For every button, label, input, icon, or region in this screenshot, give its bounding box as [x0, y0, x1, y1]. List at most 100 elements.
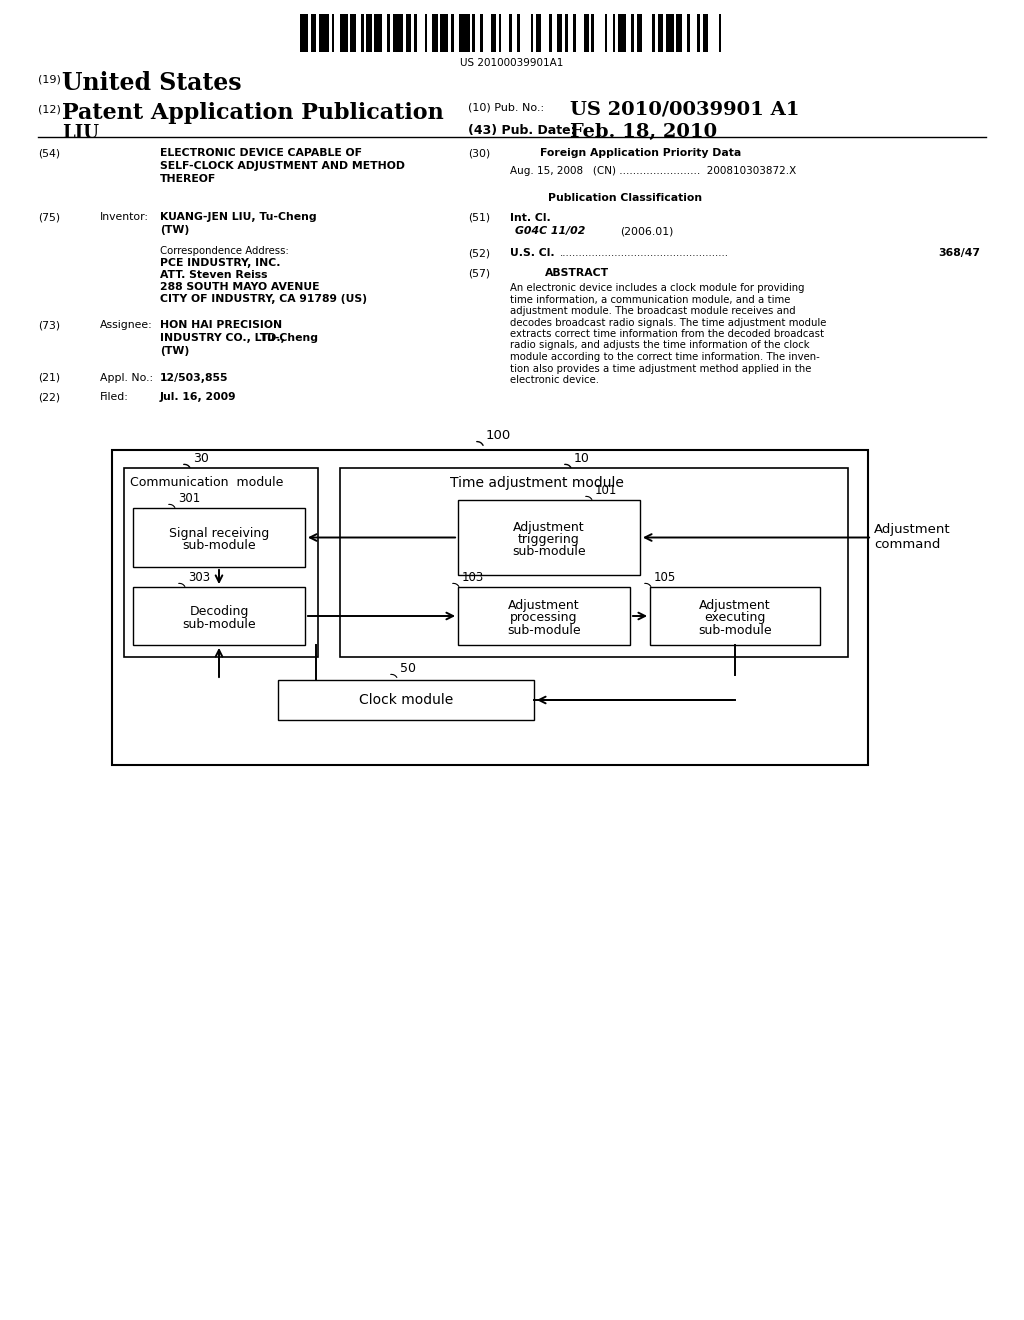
Bar: [687, 15, 689, 51]
Bar: [666, 15, 674, 51]
Bar: [340, 15, 348, 51]
Text: 50: 50: [400, 663, 416, 675]
Text: Assignee:: Assignee:: [100, 319, 153, 330]
Text: INDUSTRY CO., LTD.,: INDUSTRY CO., LTD.,: [160, 333, 285, 343]
Bar: [406, 15, 412, 51]
Text: 103: 103: [462, 572, 484, 583]
Text: 288 SOUTH MAYO AVENUE: 288 SOUTH MAYO AVENUE: [160, 282, 319, 292]
Text: Correspondence Address:: Correspondence Address:: [160, 246, 289, 256]
Text: sub-module: sub-module: [698, 623, 772, 636]
Text: (19): (19): [38, 75, 60, 84]
Bar: [432, 15, 438, 51]
Text: An electronic device includes a clock module for providing: An electronic device includes a clock mo…: [510, 282, 805, 293]
Text: 301: 301: [178, 492, 201, 506]
Text: (30): (30): [468, 148, 490, 158]
Text: Foreign Application Priority Data: Foreign Application Priority Data: [540, 148, 741, 158]
Bar: [367, 15, 372, 51]
Text: Decoding: Decoding: [189, 606, 249, 619]
Text: (12): (12): [38, 106, 60, 115]
Text: US 2010/0039901 A1: US 2010/0039901 A1: [570, 100, 800, 117]
Text: Feb. 18, 2010: Feb. 18, 2010: [570, 123, 717, 141]
Text: (21): (21): [38, 374, 60, 383]
Text: 368/47: 368/47: [938, 248, 980, 257]
Text: 105: 105: [654, 572, 676, 583]
Text: 30: 30: [193, 451, 209, 465]
Text: executing: executing: [705, 611, 766, 624]
Bar: [637, 15, 642, 51]
Bar: [650, 587, 820, 645]
Text: U.S. Cl.: U.S. Cl.: [510, 248, 555, 257]
Bar: [657, 15, 664, 51]
Text: Filed:: Filed:: [100, 392, 129, 403]
Text: Appl. No.:: Appl. No.:: [100, 374, 154, 383]
Text: Adjustment: Adjustment: [513, 521, 585, 535]
Text: THEREOF: THEREOF: [160, 174, 216, 183]
Text: CITY OF INDUSTRY, CA 91789 (US): CITY OF INDUSTRY, CA 91789 (US): [160, 294, 367, 304]
Text: (52): (52): [468, 248, 490, 257]
Text: Patent Application Publication: Patent Application Publication: [62, 102, 443, 124]
Text: (54): (54): [38, 148, 60, 158]
Bar: [458, 500, 640, 576]
Bar: [332, 15, 335, 51]
Text: (TW): (TW): [160, 224, 189, 235]
Text: US 20100039901A1: US 20100039901A1: [461, 58, 563, 69]
Bar: [530, 15, 534, 51]
Text: Publication Classification: Publication Classification: [548, 193, 702, 203]
Bar: [360, 15, 364, 51]
Bar: [573, 15, 575, 51]
Bar: [676, 15, 682, 51]
Text: LIU: LIU: [62, 124, 99, 143]
Text: adjustment module. The broadcast module receives and: adjustment module. The broadcast module …: [510, 306, 796, 315]
Text: (43) Pub. Date:: (43) Pub. Date:: [468, 124, 575, 137]
Bar: [440, 15, 449, 51]
Text: 10: 10: [574, 451, 590, 465]
Bar: [697, 15, 700, 51]
Bar: [124, 469, 318, 657]
Text: Adjustment: Adjustment: [508, 599, 580, 612]
Bar: [350, 15, 355, 51]
Text: Aug. 15, 2008   (CN) ........................  200810303872.X: Aug. 15, 2008 (CN) .....................…: [510, 166, 797, 176]
Text: Jul. 16, 2009: Jul. 16, 2009: [160, 392, 237, 403]
Text: Communication  module: Communication module: [130, 477, 284, 488]
Text: SELF-CLOCK ADJUSTMENT AND METHOD: SELF-CLOCK ADJUSTMENT AND METHOD: [160, 161, 406, 172]
Text: United States: United States: [62, 71, 242, 95]
Text: 101: 101: [595, 484, 617, 498]
Text: ELECTRONIC DEVICE CAPABLE OF: ELECTRONIC DEVICE CAPABLE OF: [160, 148, 362, 158]
Text: ATT. Steven Reiss: ATT. Steven Reiss: [160, 271, 267, 280]
Text: (TW): (TW): [160, 346, 189, 356]
Bar: [278, 680, 534, 719]
Text: Adjustment: Adjustment: [874, 524, 950, 536]
Text: PCE INDUSTRY, INC.: PCE INDUSTRY, INC.: [160, 257, 281, 268]
Bar: [472, 15, 475, 51]
Text: sub-module: sub-module: [512, 545, 586, 558]
Bar: [605, 15, 607, 51]
Text: Time adjustment module: Time adjustment module: [450, 477, 624, 490]
Text: extracts correct time information from the decoded broadcast: extracts correct time information from t…: [510, 329, 824, 339]
Bar: [584, 15, 589, 51]
Bar: [393, 15, 403, 51]
Text: (51): (51): [468, 213, 490, 223]
Bar: [612, 15, 615, 51]
Text: triggering: triggering: [518, 533, 580, 546]
Text: processing: processing: [510, 611, 578, 624]
Text: (2006.01): (2006.01): [620, 226, 674, 236]
Bar: [387, 15, 390, 51]
Bar: [719, 15, 721, 51]
Bar: [480, 15, 483, 51]
Text: Tu-Cheng: Tu-Cheng: [257, 333, 318, 343]
Text: sub-module: sub-module: [182, 539, 256, 552]
Text: (10) Pub. No.:: (10) Pub. No.:: [468, 102, 544, 112]
Bar: [133, 587, 305, 645]
Bar: [499, 15, 502, 51]
Bar: [557, 15, 562, 51]
Bar: [536, 15, 541, 51]
Bar: [425, 15, 427, 51]
Bar: [565, 15, 567, 51]
Bar: [490, 15, 496, 51]
Text: ABSTRACT: ABSTRACT: [545, 268, 609, 279]
Text: Int. Cl.: Int. Cl.: [510, 213, 551, 223]
Text: G04C 11/02: G04C 11/02: [515, 226, 586, 236]
Text: module according to the correct time information. The inven-: module according to the correct time inf…: [510, 352, 820, 362]
Text: Inventor:: Inventor:: [100, 213, 150, 222]
Text: (22): (22): [38, 392, 60, 403]
